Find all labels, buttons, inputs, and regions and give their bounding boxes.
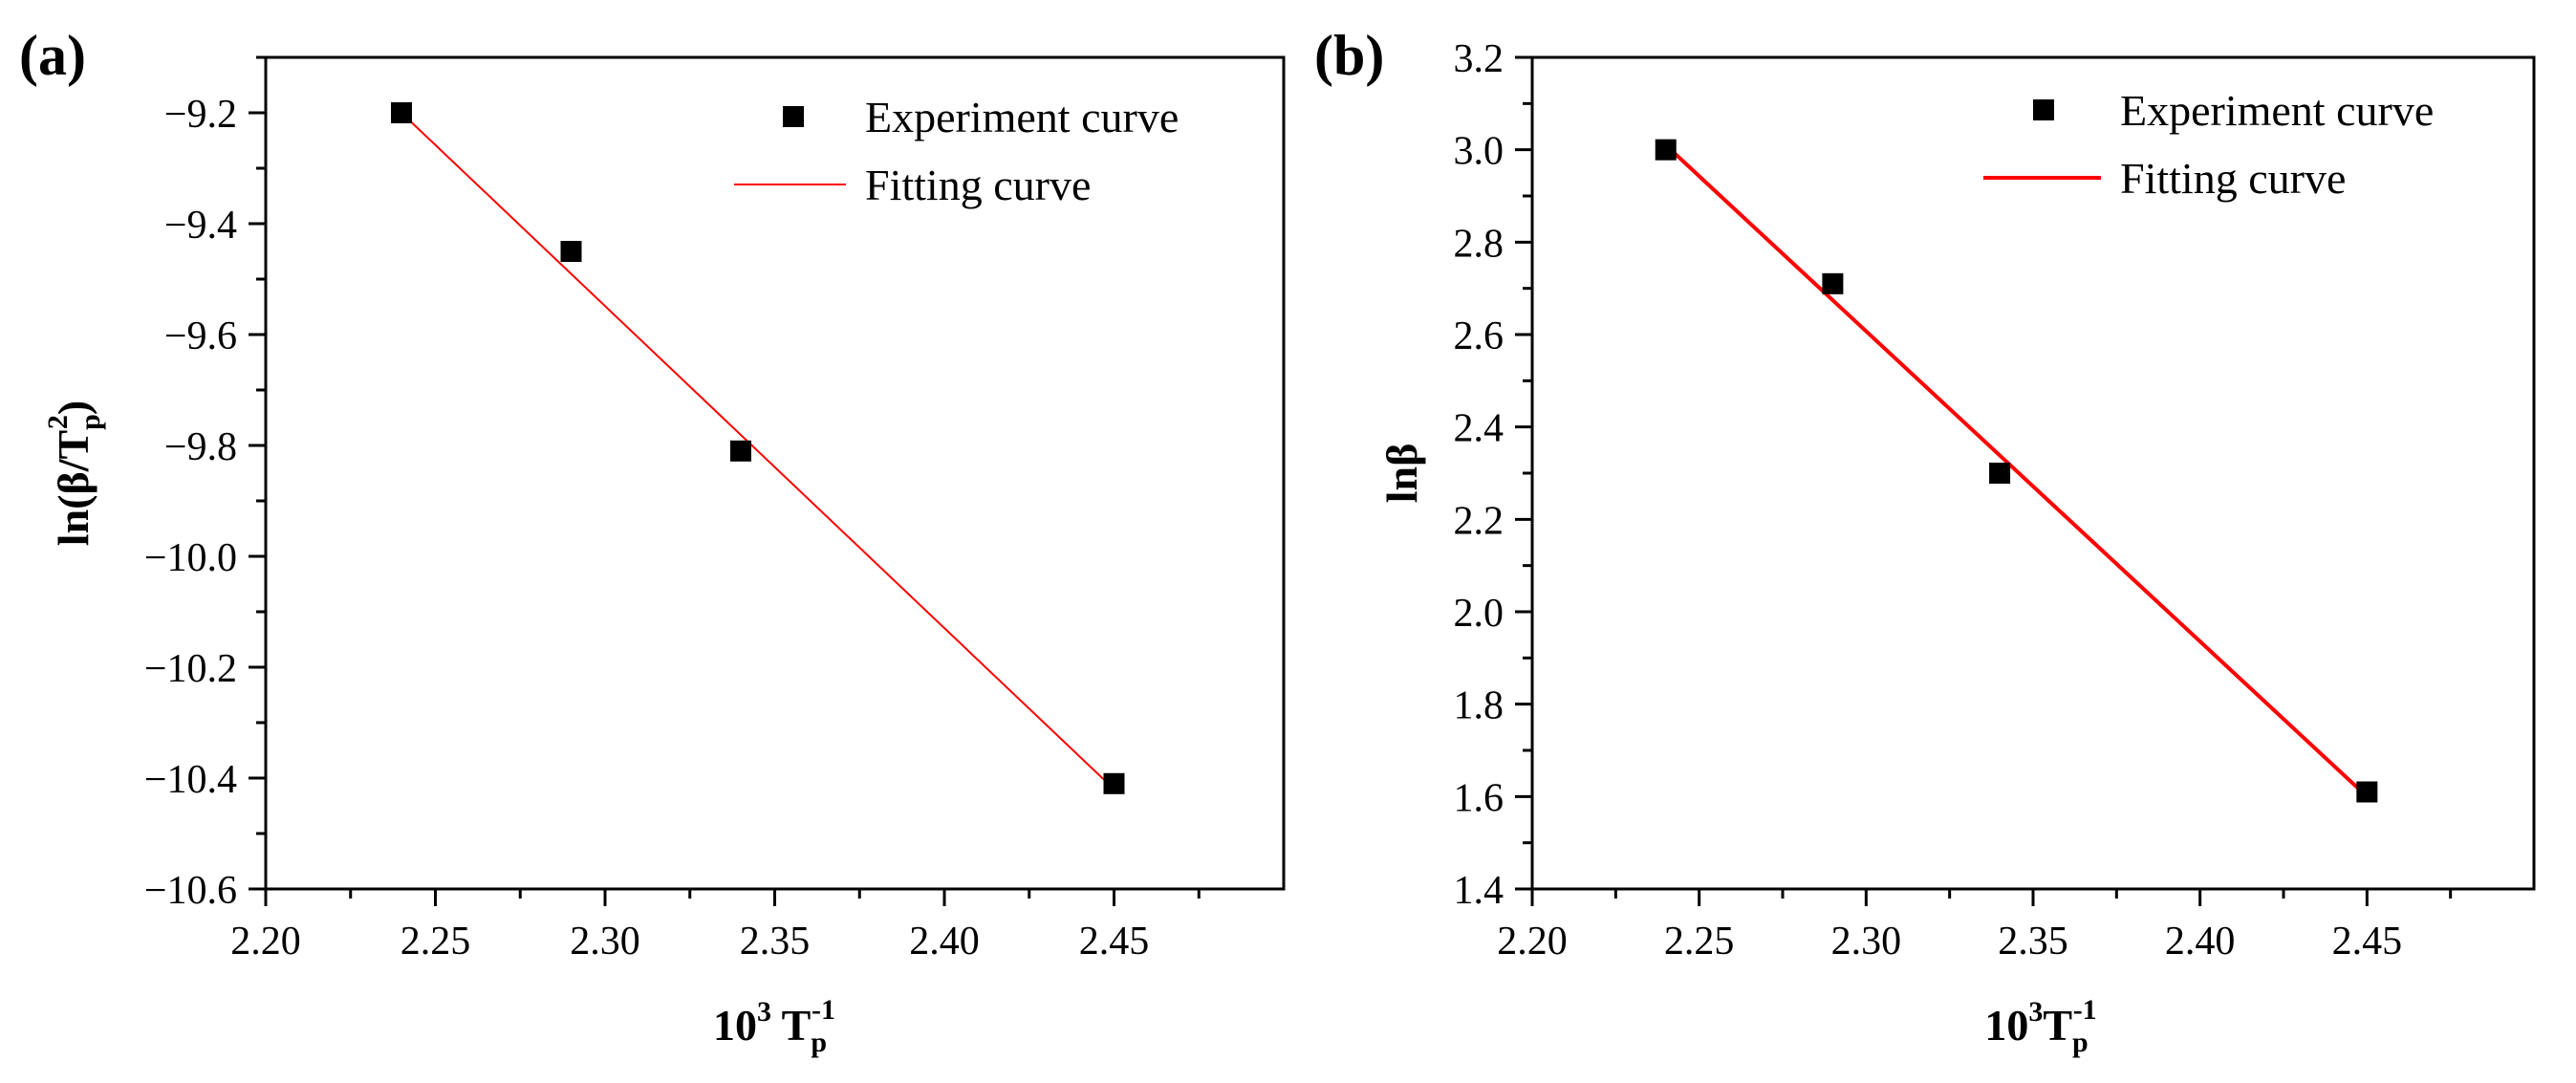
- y-tick-label: −9.4: [164, 204, 237, 248]
- x-tick-label: 2.25: [1664, 920, 1735, 964]
- x-tick-label: 2.35: [740, 920, 811, 964]
- legend-label-experiment: Experiment curve: [865, 93, 1179, 141]
- x-axis-title: 103Tp-1: [1984, 994, 2096, 1058]
- y-tick-label: 1.4: [1454, 869, 1504, 913]
- panel-label: (b): [1314, 24, 1384, 87]
- legend-b: Experiment curve Fitting curve: [1983, 86, 2434, 203]
- y-tick-label: −10.4: [144, 758, 237, 802]
- y-tick-label: −10.2: [144, 647, 237, 691]
- y-tick-label: −9.2: [164, 93, 237, 137]
- y-tick-label: −10.6: [144, 869, 237, 913]
- panel-a: 2.20 2.25 2.30 2.35 2.40 2.45 −10.6 −10.4 −10.2 −…: [19, 24, 1286, 1058]
- y-tick-label: 2.8: [1454, 222, 1504, 266]
- y-tick-label: 3.0: [1454, 130, 1504, 174]
- y-tick-label: 2.0: [1454, 592, 1504, 636]
- y-tick-label: −10.0: [144, 536, 237, 580]
- experiment-point: [2356, 781, 2378, 803]
- y-tick-label: 2.6: [1454, 314, 1504, 358]
- x-tick-label: 2.45: [1079, 920, 1150, 964]
- legend-label-fitting: Fitting curve: [865, 161, 1091, 209]
- legend-marker-icon: [783, 106, 804, 127]
- x-tick-label: 2.20: [230, 920, 301, 964]
- legend-label-experiment: Experiment curve: [2120, 86, 2434, 135]
- experiment-point: [730, 440, 751, 462]
- x-tick-label: 2.45: [2332, 920, 2403, 964]
- experiment-point: [1655, 139, 1677, 161]
- experiment-point: [560, 241, 582, 262]
- experiment-point: [391, 102, 412, 123]
- y-tick-label: 2.2: [1454, 499, 1504, 543]
- y-tick-label: 3.2: [1454, 37, 1504, 81]
- experiment-point: [1103, 772, 1125, 794]
- x-axis-title: 103 Tp-1: [713, 994, 835, 1058]
- x-tick-label: 2.40: [2165, 920, 2236, 964]
- legend-label-fitting: Fitting curve: [2120, 154, 2346, 203]
- y-axis-title: ln(β/Tp2): [42, 401, 106, 546]
- y-tick-label: 2.4: [1454, 407, 1504, 451]
- x-tick-label: 2.20: [1497, 920, 1568, 964]
- experiment-point: [1822, 272, 1844, 294]
- x-tick-label: 2.40: [909, 920, 980, 964]
- y-tick-label: −9.6: [164, 314, 237, 358]
- experiment-point: [1989, 463, 2011, 484]
- plot-frame-a: [264, 55, 1286, 891]
- x-tick-label: 2.30: [570, 920, 640, 964]
- x-tick-label: 2.30: [1831, 920, 1902, 964]
- panel-b: 2.20 2.25 2.30 2.35 2.40 2.45 1.4 1.6 1.8 2.0 2.2 2…: [1314, 24, 2536, 1058]
- y-axis-title: lnβ: [1377, 444, 1426, 504]
- x-tick-label: 2.35: [1998, 920, 2068, 964]
- legend-a: Experiment curve Fitting curve: [734, 93, 1179, 209]
- y-tick-label: −9.8: [164, 425, 237, 469]
- fitting-curve-line: [1664, 143, 2369, 798]
- fitting-curve-line: [400, 112, 1115, 791]
- x-tick-label: 2.25: [400, 920, 471, 964]
- y-tick-label: 1.6: [1454, 776, 1504, 820]
- legend-marker-icon: [2033, 99, 2054, 120]
- panel-label: (a): [19, 24, 86, 87]
- plot-frame-b: [1530, 55, 2536, 891]
- y-tick-label: 1.8: [1454, 684, 1504, 728]
